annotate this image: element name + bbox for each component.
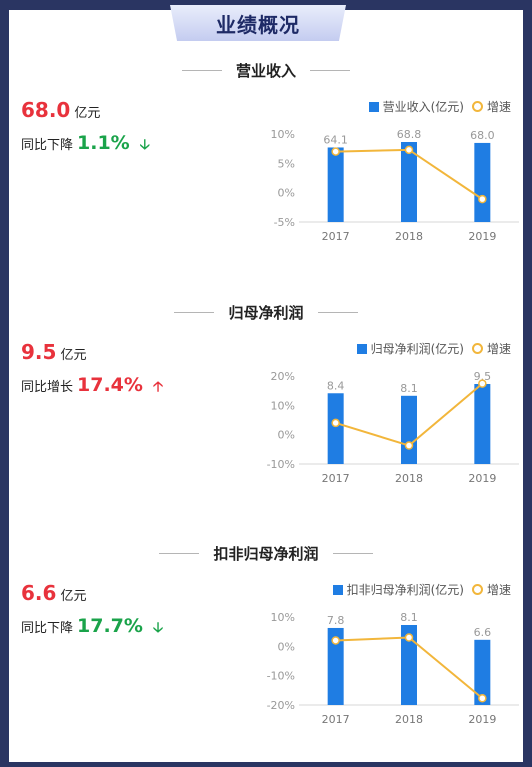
section-title: 营业收入 xyxy=(9,60,523,81)
y-tick-label: 20% xyxy=(271,370,295,383)
arrow-down-icon: 🡣 xyxy=(152,620,163,636)
growth-point xyxy=(331,418,340,428)
section-deducted-net-profit: 扣非归母净利润 6.6 亿元 同比下降 17.7% 🡣 扣非归母净利润(亿元) 增速 1… xyxy=(9,543,523,767)
bar xyxy=(401,142,417,222)
arrow-down-icon: 🡣 xyxy=(139,137,150,153)
chart-legend: 归母净利润(亿元) 增速 xyxy=(356,340,511,357)
net-profit-chart: 20% 10% 0% -10% 8.4 2017 8.1 2018 9.5 2019 xyxy=(267,370,519,485)
section-title-text: 营业收入 xyxy=(235,62,296,80)
bar-data-label: 8.4 xyxy=(327,379,345,392)
bar xyxy=(474,639,491,705)
y-tick-label: -5% xyxy=(274,216,295,229)
x-tick-label: 2017 xyxy=(322,713,350,726)
section-title: 归母净利润 xyxy=(9,302,523,323)
growth-point xyxy=(478,694,487,703)
growth-point xyxy=(331,636,340,645)
metric-unit: 亿元 xyxy=(60,589,87,604)
yoy-percent: 17.7% xyxy=(77,615,143,637)
growth-point xyxy=(478,379,487,388)
bar xyxy=(327,627,344,705)
legend-line-label: 增速 xyxy=(486,583,511,597)
yoy-label: 同比增长 xyxy=(21,380,74,395)
y-tick-label: -10% xyxy=(267,670,295,683)
y-tick-label: 10% xyxy=(271,128,295,141)
y-tick-label: 0% xyxy=(278,640,295,653)
bar-data-label: 64.1 xyxy=(323,133,348,146)
x-tick-label: 2019 xyxy=(468,713,496,726)
growth-point xyxy=(331,147,340,156)
x-tick-label: 2017 xyxy=(322,230,350,243)
legend-bar-swatch xyxy=(368,101,379,112)
metric-value-block: 9.5 亿元 xyxy=(21,340,86,364)
chart-legend: 营业收入(亿元) 增速 xyxy=(368,98,511,115)
deducted-net-profit-chart: 10% 0% -10% -20% 7.8 2017 8.1 2018 6.6 2019 xyxy=(267,611,519,726)
y-tick-label: 10% xyxy=(271,611,295,624)
performance-panel xyxy=(9,10,523,762)
page-banner: 业绩概况 xyxy=(170,5,346,41)
y-tick-label: -10% xyxy=(267,458,295,471)
legend-bar-swatch xyxy=(332,584,343,595)
x-tick-label: 2018 xyxy=(395,713,423,726)
bar xyxy=(474,142,491,222)
chart-legend: 扣非归母净利润(亿元) 增速 xyxy=(332,581,511,598)
yoy-block: 同比增长 17.4% 🡡 xyxy=(21,374,163,400)
growth-point xyxy=(404,441,414,450)
metric-unit: 亿元 xyxy=(74,106,101,121)
bar-data-label: 6.6 xyxy=(474,626,492,639)
y-tick-label: 10% xyxy=(271,399,295,412)
yoy-percent: 1.1% xyxy=(77,132,130,154)
y-tick-label: 0% xyxy=(278,187,295,200)
bar-data-label: 8.1 xyxy=(400,611,418,624)
bar-data-label: 68.8 xyxy=(397,128,422,141)
section-title-text: 扣非归母净利润 xyxy=(213,545,319,563)
section-title: 扣非归母净利润 xyxy=(9,543,523,564)
bar xyxy=(474,384,491,464)
legend-line-swatch xyxy=(471,584,483,595)
bar-data-label: 7.8 xyxy=(327,614,345,627)
section-title-text: 归母净利润 xyxy=(228,304,304,322)
metric-value: 68.0 xyxy=(21,98,71,122)
metric-value: 9.5 xyxy=(21,340,57,364)
legend-line-swatch xyxy=(471,101,483,112)
metric-value-block: 68.0 亿元 xyxy=(21,98,100,122)
arrow-up-icon: 🡡 xyxy=(152,379,163,395)
metric-value: 6.6 xyxy=(21,581,57,605)
legend-bar-label: 营业收入(亿元) xyxy=(382,100,464,114)
bar xyxy=(327,393,344,464)
legend-line-swatch xyxy=(471,343,483,354)
legend-line-label: 增速 xyxy=(486,342,511,356)
yoy-percent: 17.4% xyxy=(77,374,143,396)
legend-bar-swatch xyxy=(356,343,367,354)
growth-point xyxy=(404,633,414,642)
growth-point xyxy=(478,194,487,204)
yoy-label: 同比下降 xyxy=(21,138,74,153)
section-revenue: 营业收入 68.0 亿元 同比下降 1.1% 🡣 营业收入(亿元) 增速 10% 5% 0%… xyxy=(9,60,523,300)
bar xyxy=(401,625,417,705)
x-tick-label: 2018 xyxy=(395,230,423,243)
growth-point xyxy=(404,145,414,155)
y-tick-label: 0% xyxy=(278,429,295,442)
bar-data-label: 9.5 xyxy=(474,370,492,383)
x-tick-label: 2018 xyxy=(395,472,423,485)
metric-unit: 亿元 xyxy=(60,348,87,363)
bar-data-label: 8.1 xyxy=(400,382,418,395)
yoy-block: 同比下降 17.7% 🡣 xyxy=(21,615,163,641)
metric-value-block: 6.6 亿元 xyxy=(21,581,86,605)
x-tick-label: 2019 xyxy=(468,472,496,485)
page-title: 业绩概况 xyxy=(216,12,300,37)
bar-data-label: 68.0 xyxy=(470,129,495,142)
y-tick-label: 5% xyxy=(278,157,295,170)
legend-bar-label: 扣非归母净利润(亿元) xyxy=(346,583,464,597)
x-tick-label: 2017 xyxy=(322,472,350,485)
yoy-block: 同比下降 1.1% 🡣 xyxy=(21,132,150,158)
yoy-label: 同比下降 xyxy=(21,621,74,636)
y-tick-label: -20% xyxy=(267,699,295,712)
legend-bar-label: 归母净利润(亿元) xyxy=(370,342,464,356)
bar xyxy=(327,147,344,222)
bar xyxy=(401,395,417,464)
x-tick-label: 2019 xyxy=(468,230,496,243)
legend-line-label: 增速 xyxy=(486,100,511,114)
section-net-profit: 归母净利润 9.5 亿元 同比增长 17.4% 🡡 归母净利润(亿元) 增速 20% 10… xyxy=(9,302,523,542)
revenue-chart: 10% 5% 0% -5% 64.1 2017 68.8 2018 68.0 2019 xyxy=(271,128,519,243)
